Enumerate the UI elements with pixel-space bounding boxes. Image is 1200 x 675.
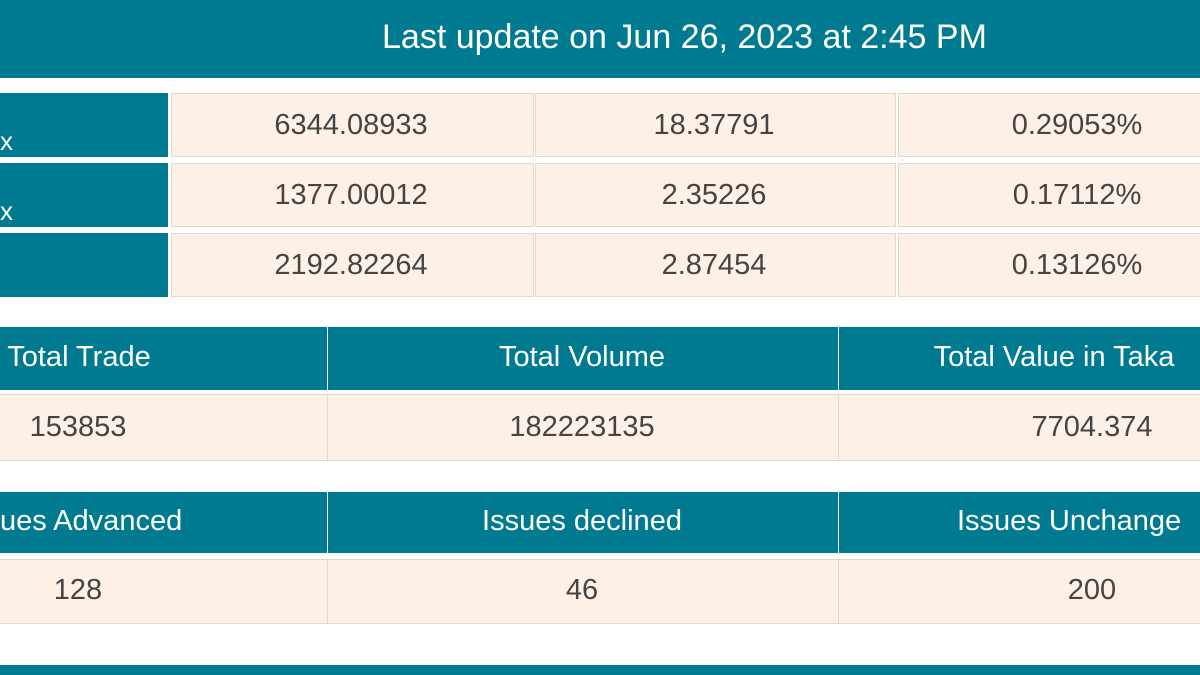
value-cell — [0, 394, 328, 461]
header-cell — [839, 492, 1200, 553]
header-cell — [839, 327, 1200, 390]
header-text: Total Value in Taka — [933, 341, 1175, 373]
header-text: Total Trade — [7, 341, 151, 373]
index-value: 18.37791 — [653, 109, 775, 141]
index-label-cell — [0, 163, 168, 227]
value-text: 200 — [1067, 574, 1117, 606]
value-cell — [327, 394, 839, 461]
index-label-cell — [0, 93, 168, 157]
header-text: ues Advanced — [0, 505, 183, 537]
index-value: 0.13126% — [1011, 249, 1143, 281]
value-cell — [838, 394, 1200, 461]
value-cell — [327, 559, 839, 624]
index-value: 2.87454 — [661, 249, 767, 281]
index-cell — [898, 163, 1200, 227]
header-text: Issues declined — [482, 505, 682, 537]
header-cell — [0, 327, 327, 390]
index-value: 2.35226 — [661, 179, 767, 211]
value-text: 128 — [53, 574, 103, 606]
value-cell — [0, 559, 328, 624]
value-text: 7704.374 — [1031, 411, 1153, 443]
index-label-cell — [0, 233, 168, 297]
index-cell — [898, 233, 1200, 297]
index-value: 2192.82264 — [274, 249, 428, 281]
index-value: 0.29053% — [1011, 109, 1143, 141]
index-cell — [535, 233, 896, 297]
index-value: 1377.00012 — [274, 179, 428, 211]
value-text: 182223135 — [509, 411, 655, 443]
index-cell — [535, 163, 896, 227]
value-text: 153853 — [29, 411, 127, 443]
index-value: 6344.08933 — [274, 109, 428, 141]
index-cell — [171, 233, 534, 297]
header-cell — [328, 492, 838, 553]
header-text: Total Volume — [498, 341, 666, 373]
index-value: 0.17112% — [1012, 179, 1142, 211]
header-cell — [0, 492, 327, 553]
index-cell — [171, 93, 534, 157]
footer-bar — [0, 665, 1200, 675]
index-label: x — [0, 196, 13, 226]
index-label: x — [0, 126, 13, 156]
index-cell — [171, 163, 534, 227]
index-cell — [898, 93, 1200, 157]
header-cell — [328, 327, 838, 390]
header-text: Issues Unchange — [957, 505, 1182, 537]
update-title: Last update on Jun 26, 2023 at 2:45 PM — [382, 18, 987, 56]
value-cell — [838, 559, 1200, 624]
banner — [0, 0, 1200, 78]
value-text: 46 — [565, 574, 599, 606]
index-cell — [535, 93, 896, 157]
